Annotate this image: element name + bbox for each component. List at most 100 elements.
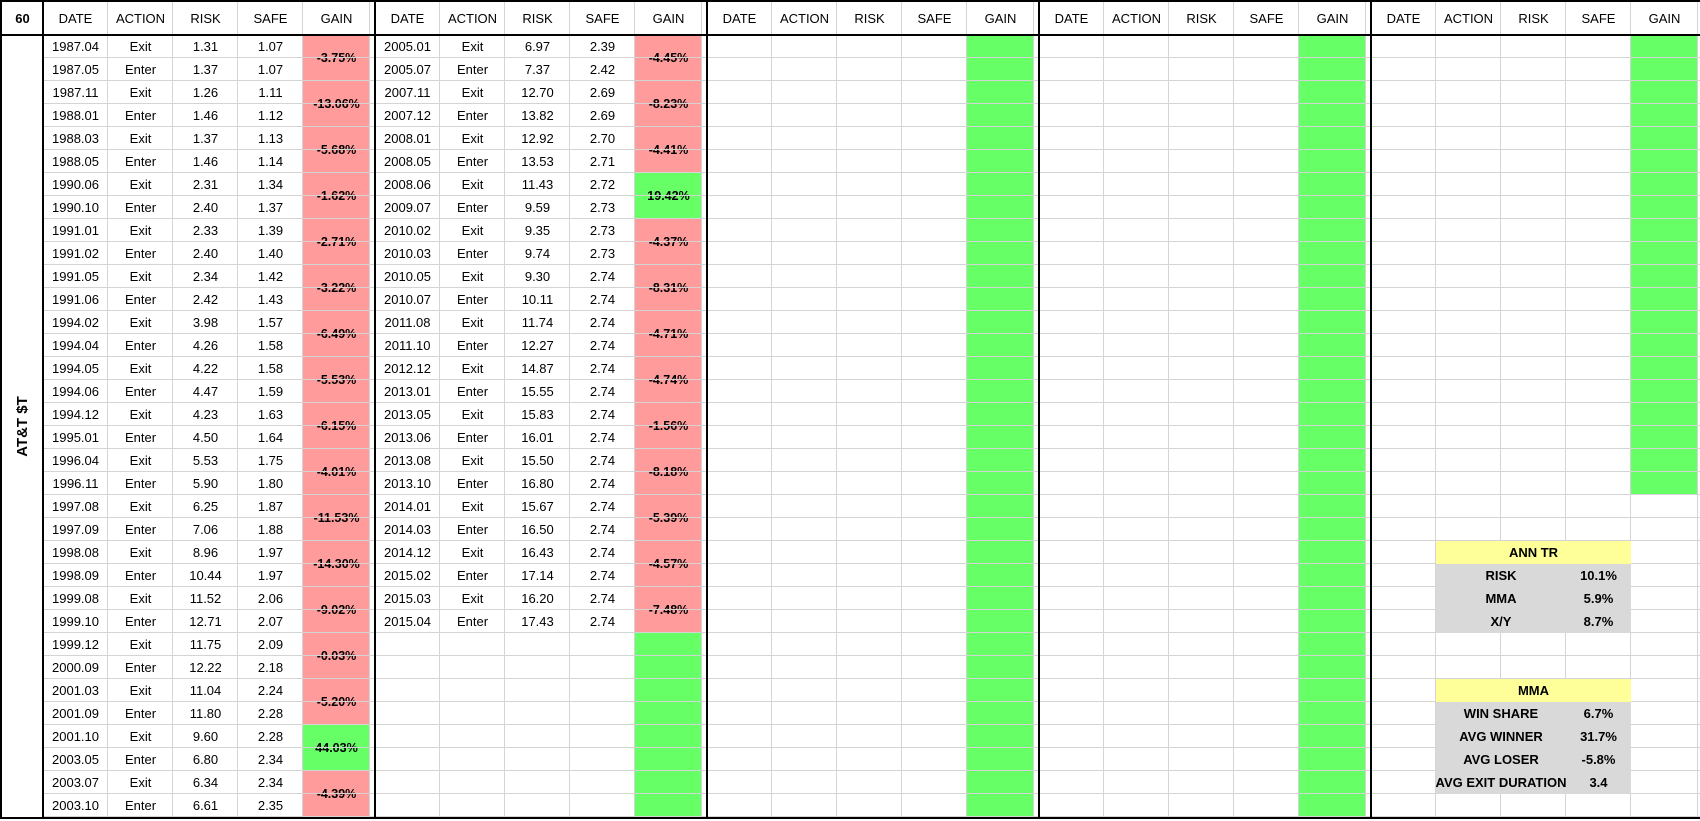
action-cell: Exit <box>129 683 152 698</box>
date-cell: 1996.11 <box>52 476 99 491</box>
empty-gain-cell <box>635 771 702 817</box>
gain-cell: -1.56% <box>635 403 702 449</box>
date-cell: 1987.04 <box>52 39 99 54</box>
safe-cell: 1.80 <box>257 476 284 491</box>
risk-cell: 2.40 <box>192 200 219 215</box>
grid-line <box>43 816 1700 817</box>
action-cell: Enter <box>124 200 157 215</box>
date-cell: 2001.09 <box>52 706 99 721</box>
column-header-safe: SAFE <box>253 11 288 26</box>
date-cell: 2010.02 <box>384 223 431 238</box>
safe-cell: 1.11 <box>258 85 283 100</box>
risk-cell: 12.71 <box>189 614 222 629</box>
safe-cell: 2.74 <box>589 430 616 445</box>
safe-cell: 1.12 <box>257 108 284 123</box>
safe-cell: 2.74 <box>589 591 616 606</box>
grid-line <box>901 2 902 817</box>
risk-cell: 9.35 <box>524 223 551 238</box>
risk-cell: 9.60 <box>192 729 219 744</box>
ann_tr-value: 10.1% <box>1566 564 1631 587</box>
grid-line <box>43 425 1700 426</box>
action-cell: Exit <box>461 85 484 100</box>
risk-cell: 16.43 <box>521 545 554 560</box>
action-cell: Exit <box>129 131 152 146</box>
empty-gain-cell <box>1631 173 1698 219</box>
action-cell: Enter <box>124 660 157 675</box>
empty-gain-cell <box>967 265 1034 311</box>
risk-cell: 9.74 <box>524 246 551 261</box>
mma-value: 31.7% <box>1566 725 1631 748</box>
grid-line <box>1365 2 1366 817</box>
risk-cell: 11.75 <box>189 637 222 652</box>
safe-cell: 2.35 <box>257 798 284 813</box>
date-cell: 1991.06 <box>52 292 99 307</box>
mma-title: MMA <box>1436 679 1631 702</box>
risk-cell: 4.23 <box>192 407 219 422</box>
risk-cell: 2.40 <box>192 246 219 261</box>
risk-cell: 12.22 <box>189 660 222 675</box>
gain-cell: -2.71% <box>303 219 370 265</box>
safe-cell: 1.40 <box>257 246 284 261</box>
action-cell: Enter <box>456 108 489 123</box>
grid-line <box>43 770 1700 771</box>
date-cell: 2007.11 <box>384 85 431 100</box>
grid-line <box>43 103 1700 104</box>
date-cell: 1991.02 <box>52 246 99 261</box>
risk-cell: 4.47 <box>192 384 219 399</box>
empty-gain-cell <box>967 679 1034 725</box>
grid-line <box>1697 2 1698 817</box>
action-cell: Exit <box>129 637 152 652</box>
risk-cell: 13.53 <box>521 154 554 169</box>
risk-cell: 11.80 <box>189 706 222 721</box>
grid-line <box>504 2 505 817</box>
action-cell: Enter <box>124 430 157 445</box>
risk-cell: 11.52 <box>189 591 222 606</box>
safe-cell: 1.13 <box>257 131 284 146</box>
empty-gain-cell <box>1631 403 1698 449</box>
date-cell: 1990.06 <box>52 177 99 192</box>
safe-cell: 1.87 <box>257 499 284 514</box>
date-cell: 2015.03 <box>384 591 431 606</box>
empty-gain-cell <box>635 679 702 725</box>
risk-cell: 15.67 <box>521 499 554 514</box>
action-cell: Enter <box>124 798 157 813</box>
action-cell: Enter <box>124 568 157 583</box>
action-cell: Exit <box>129 223 152 238</box>
safe-cell: 2.74 <box>589 384 616 399</box>
safe-cell: 2.39 <box>589 39 616 54</box>
gain-cell: 44.03% <box>303 725 370 771</box>
column-header-risk: RISK <box>1186 11 1217 26</box>
action-cell: Exit <box>461 499 484 514</box>
column-header-risk: RISK <box>522 11 553 26</box>
grid-line <box>43 241 1700 242</box>
empty-gain-cell <box>1299 219 1366 265</box>
risk-cell: 6.61 <box>192 798 219 813</box>
grid-line <box>1565 2 1566 817</box>
grid-line <box>771 2 772 817</box>
column-header-date: DATE <box>722 11 757 26</box>
grid-line <box>836 2 837 817</box>
column-header-date: DATE <box>1054 11 1089 26</box>
date-cell: 2014.03 <box>384 522 431 537</box>
gain-cell: -5.53% <box>303 357 370 403</box>
safe-cell: 2.72 <box>589 177 616 192</box>
gain-cell: -4.71% <box>635 311 702 357</box>
gain-cell: -0.03% <box>303 633 370 679</box>
mma-value: 3.4 <box>1566 771 1631 794</box>
action-cell: Exit <box>461 407 484 422</box>
grid-line <box>107 2 108 817</box>
date-cell: 2003.07 <box>52 775 99 790</box>
action-cell: Exit <box>461 453 484 468</box>
action-cell: Enter <box>456 62 489 77</box>
column-header-action: ACTION <box>1443 11 1494 26</box>
empty-gain-cell <box>635 725 702 771</box>
risk-cell: 1.26 <box>192 85 219 100</box>
risk-cell: 1.37 <box>192 62 219 77</box>
risk-cell: 2.42 <box>192 292 219 307</box>
gain-cell: -13.06% <box>303 81 370 127</box>
gain-cell: -8.31% <box>635 265 702 311</box>
risk-cell: 16.80 <box>521 476 554 491</box>
column-header-safe: SAFE <box>1249 11 1284 26</box>
block-divider <box>706 0 708 819</box>
safe-cell: 2.74 <box>589 545 616 560</box>
